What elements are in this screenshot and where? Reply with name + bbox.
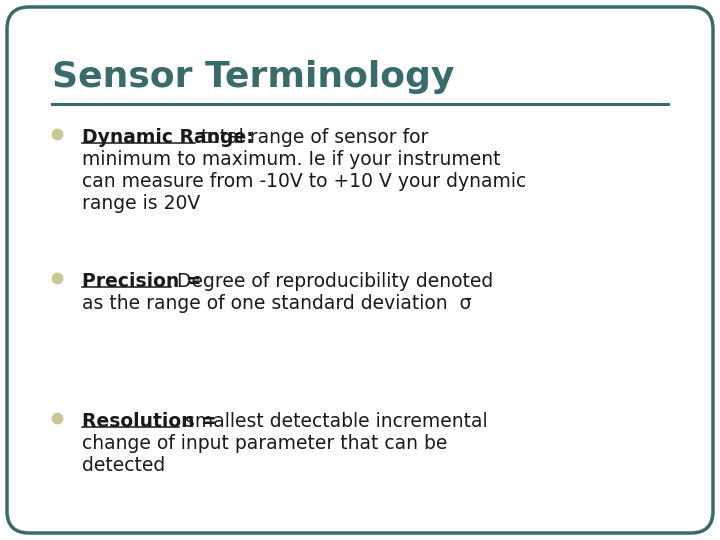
Text: minimum to maximum. Ie if your instrument: minimum to maximum. Ie if your instrumen… (82, 150, 500, 169)
Text: Sensor Terminology: Sensor Terminology (52, 60, 454, 94)
Text: can measure from -10V to +10 V your dynamic: can measure from -10V to +10 V your dyna… (82, 172, 526, 191)
FancyBboxPatch shape (7, 7, 713, 533)
Text: detected: detected (82, 456, 166, 475)
Text: Dynamic Range:: Dynamic Range: (82, 128, 253, 147)
Text: Degree of reproducibility denoted: Degree of reproducibility denoted (171, 272, 493, 291)
Text: smallest detectable incremental: smallest detectable incremental (179, 412, 488, 431)
Text: Resolution =: Resolution = (82, 412, 217, 431)
Text: as the range of one standard deviation  σ: as the range of one standard deviation σ (82, 294, 472, 313)
Text: range is 20V: range is 20V (82, 194, 200, 213)
Text: total range of sensor for: total range of sensor for (195, 128, 429, 147)
Text: change of input parameter that can be: change of input parameter that can be (82, 434, 447, 453)
Text: Precision =: Precision = (82, 272, 202, 291)
